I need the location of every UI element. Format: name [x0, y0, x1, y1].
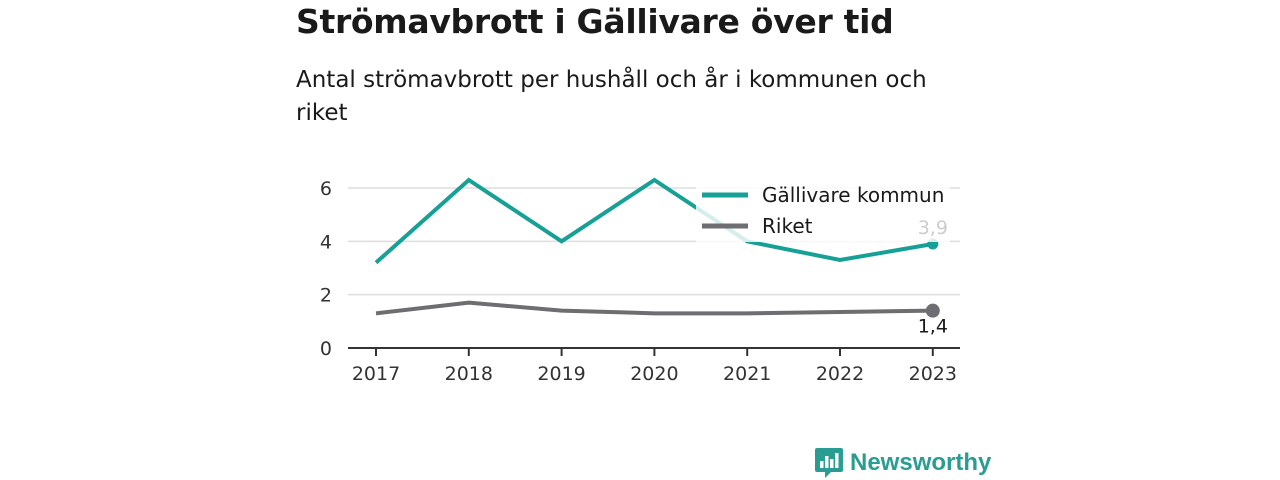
- x-tick-label: 2017: [352, 363, 400, 385]
- brand-logo: Newsworthy: [814, 446, 991, 480]
- legend-background: [696, 176, 950, 242]
- legend-label: Riket: [762, 214, 813, 238]
- x-tick-label: 2021: [723, 363, 771, 385]
- brand-name: Newsworthy: [850, 449, 992, 476]
- x-axis: 2017 2018 2019 2020 2021 2022 2023: [348, 347, 960, 385]
- chart-title: Strömavbrott i Gällivare över tid: [296, 2, 894, 41]
- y-axis-ticks: 0 2 4 6: [320, 178, 332, 360]
- series-line-gallivare: [374, 177, 934, 265]
- chart-bubble-logo-icon: [815, 448, 843, 478]
- series-line-riket: [375, 300, 933, 316]
- x-tick-label: 2019: [537, 363, 585, 385]
- x-tick-label: 2020: [630, 363, 678, 385]
- y-tick-label: 2: [320, 285, 332, 307]
- legend: Gällivare kommun Riket: [696, 176, 950, 242]
- end-label-gallivare: 3,9: [918, 217, 948, 239]
- y-tick-label: 0: [320, 338, 332, 360]
- x-tick-label: 2018: [445, 363, 493, 385]
- y-tick-label: 6: [320, 178, 332, 200]
- legend-label: Gällivare kommun: [762, 183, 944, 207]
- x-tick-label: 2023: [909, 363, 957, 385]
- chart-subtitle: Antal strömavbrott per hushåll och år i …: [296, 67, 927, 126]
- end-label-riket: 1,4: [918, 316, 948, 338]
- series-end-point: [925, 303, 940, 318]
- x-tick-label: 2022: [816, 363, 864, 385]
- y-tick-label: 4: [320, 231, 332, 253]
- end-labels: 3,9 1,4: [918, 217, 948, 338]
